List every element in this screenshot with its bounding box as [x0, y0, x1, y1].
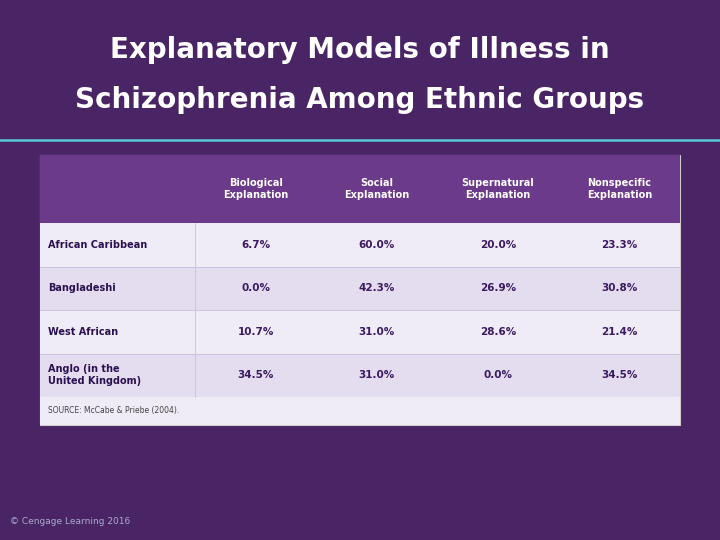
Text: 30.8%: 30.8%	[601, 284, 637, 293]
Text: Nonspecific
Explanation: Nonspecific Explanation	[587, 178, 652, 200]
Text: African Caribbean: African Caribbean	[48, 240, 148, 249]
Text: Biological
Explanation: Biological Explanation	[223, 178, 288, 200]
Bar	[40, 155, 680, 425]
Text: Explanatory Models of Illness in: Explanatory Models of Illness in	[110, 36, 610, 64]
Text: Bangladeshi: Bangladeshi	[48, 284, 116, 293]
Text: 26.9%: 26.9%	[480, 284, 516, 293]
Bar	[40, 397, 680, 425]
Text: 42.3%: 42.3%	[359, 284, 395, 293]
Text: SOURCE: McCabe & Priebe (2004).: SOURCE: McCabe & Priebe (2004).	[48, 407, 179, 415]
Text: 20.0%: 20.0%	[480, 240, 516, 249]
Text: West African: West African	[48, 327, 118, 337]
Text: 21.4%: 21.4%	[601, 327, 638, 337]
Bar	[40, 354, 680, 397]
Text: 28.6%: 28.6%	[480, 327, 516, 337]
Text: 0.0%: 0.0%	[241, 284, 270, 293]
Text: 23.3%: 23.3%	[601, 240, 637, 249]
Text: 6.7%: 6.7%	[241, 240, 270, 249]
Text: 0.0%: 0.0%	[484, 370, 513, 380]
Text: 31.0%: 31.0%	[359, 370, 395, 380]
Text: Schizophrenia Among Ethnic Groups: Schizophrenia Among Ethnic Groups	[76, 86, 644, 114]
Text: Supernatural
Explanation: Supernatural Explanation	[462, 178, 534, 200]
Bar	[40, 223, 680, 267]
Text: 34.5%: 34.5%	[601, 370, 638, 380]
Text: 34.5%: 34.5%	[238, 370, 274, 380]
Bar	[40, 267, 680, 310]
Text: 10.7%: 10.7%	[238, 327, 274, 337]
Text: © Cengage Learning 2016: © Cengage Learning 2016	[10, 517, 130, 526]
Text: 31.0%: 31.0%	[359, 327, 395, 337]
Bar	[40, 155, 680, 223]
Text: Social
Explanation: Social Explanation	[344, 178, 410, 200]
Bar	[40, 310, 680, 354]
Text: 60.0%: 60.0%	[359, 240, 395, 249]
Text: Anglo (in the
United Kingdom): Anglo (in the United Kingdom)	[48, 364, 141, 387]
